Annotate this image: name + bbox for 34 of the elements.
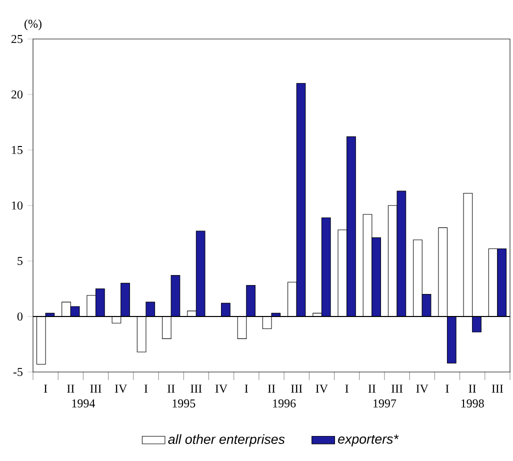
y-tick-label: 25 xyxy=(11,34,22,44)
y-tick-label: -5 xyxy=(13,368,22,376)
text: 1998 xyxy=(461,399,484,408)
x-tick-label: II xyxy=(368,384,376,393)
y-tick-label: 5 xyxy=(18,257,22,265)
x-tick-label: IV xyxy=(215,384,228,393)
y-axis-title: (%) xyxy=(24,19,42,30)
x-tick-label: II xyxy=(67,384,74,393)
x-tick-label: IV xyxy=(114,384,128,393)
x-tick-label: I xyxy=(144,384,148,393)
x-tick-label: II xyxy=(468,384,476,393)
x-tick-label: III xyxy=(492,384,504,393)
text: 1995 xyxy=(172,399,196,408)
x-tick-label: I xyxy=(244,384,248,393)
y-tick-label: 0 xyxy=(17,312,22,321)
y-tick-label: 20 xyxy=(11,90,22,99)
legend-label: exporters* xyxy=(338,434,399,446)
x-tick-label: IV xyxy=(416,384,428,393)
x-tick-label: II xyxy=(268,384,276,393)
text: 1994 xyxy=(72,399,96,408)
x-tick-label: I xyxy=(44,384,48,393)
x-tick-label: III xyxy=(291,384,302,393)
x-tick-label: III xyxy=(190,384,202,393)
text: 1996 xyxy=(273,399,296,408)
text: 1997 xyxy=(374,399,396,408)
x-tick-label: IV xyxy=(316,384,328,393)
x-tick-label: I xyxy=(446,384,449,393)
x-tick-label: III xyxy=(391,384,403,393)
x-tick-label: I xyxy=(345,384,348,393)
y-tick-label: 10 xyxy=(12,201,22,210)
x-tick-label: III xyxy=(90,384,102,393)
x-tick-label: II xyxy=(168,384,175,393)
legend-label: all other enterprises xyxy=(168,434,285,447)
y-tick-label: 15 xyxy=(12,146,22,154)
